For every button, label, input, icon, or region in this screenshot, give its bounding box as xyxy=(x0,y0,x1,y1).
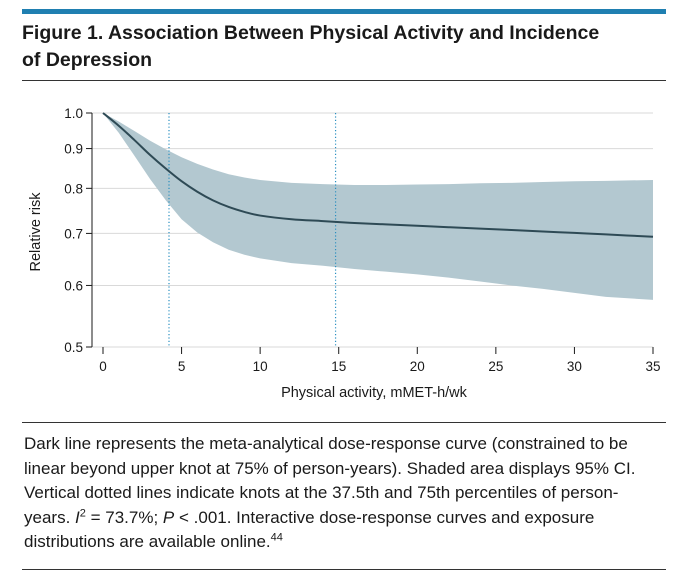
ci-band xyxy=(103,113,653,300)
caption-p-letter: P xyxy=(162,507,175,527)
x-axis-title: Physical activity, mMET-h/wk xyxy=(281,385,468,401)
x-tick-label: 5 xyxy=(178,359,186,374)
title-divider xyxy=(22,80,666,81)
figure-title-line2: of Depression xyxy=(22,49,153,71)
x-tick-label: 20 xyxy=(410,359,425,374)
y-tick-label: 0.6 xyxy=(64,278,83,293)
x-tick-label: 15 xyxy=(331,359,346,374)
knot-lines xyxy=(168,113,337,347)
figure-caption: Dark line represents the meta-analytical… xyxy=(24,432,664,555)
dose-response-chart: 0.5 0.6 0.7 0.8 0.9 1.0 0 5 10 15 20 25 30 35 Physic… xyxy=(28,106,661,401)
y-tick-label: 0.9 xyxy=(64,142,83,157)
caption-reference: 44 xyxy=(270,531,283,544)
x-tick-label: 0 xyxy=(99,359,107,374)
top-accent-rule xyxy=(22,9,666,14)
y-tick-label: 0.8 xyxy=(64,181,83,196)
x-tick-label: 10 xyxy=(253,359,268,374)
chart-divider xyxy=(22,422,666,423)
figure-title: Figure 1. Association Between Physical A… xyxy=(22,20,622,74)
figure-title-line1: Figure 1. Association Between Physical A… xyxy=(22,22,600,44)
y-tick-label: 0.7 xyxy=(64,226,83,241)
x-tick-label: 35 xyxy=(645,359,660,374)
y-axis-title: Relative risk xyxy=(28,192,44,272)
y-ticks: 0.5 0.6 0.7 0.8 0.9 1.0 xyxy=(64,106,92,355)
y-tick-label: 0.5 xyxy=(64,340,83,355)
caption-i-letter: I xyxy=(75,507,80,527)
caption-text-2: = 73.7%; xyxy=(85,507,163,527)
x-tick-label: 30 xyxy=(567,359,582,374)
caption-text-3: < .001. Interactive dose-response curves… xyxy=(24,507,595,552)
x-tick-label: 25 xyxy=(488,359,503,374)
x-ticks: 0 5 10 15 20 25 30 35 xyxy=(99,347,661,374)
dose-response-curve xyxy=(102,112,654,238)
y-tick-label: 1.0 xyxy=(64,106,83,121)
caption-superscript-2: 2 xyxy=(79,506,86,519)
caption-text-1: Dark line represents the meta-analytical… xyxy=(24,434,636,527)
bottom-divider xyxy=(22,569,666,570)
